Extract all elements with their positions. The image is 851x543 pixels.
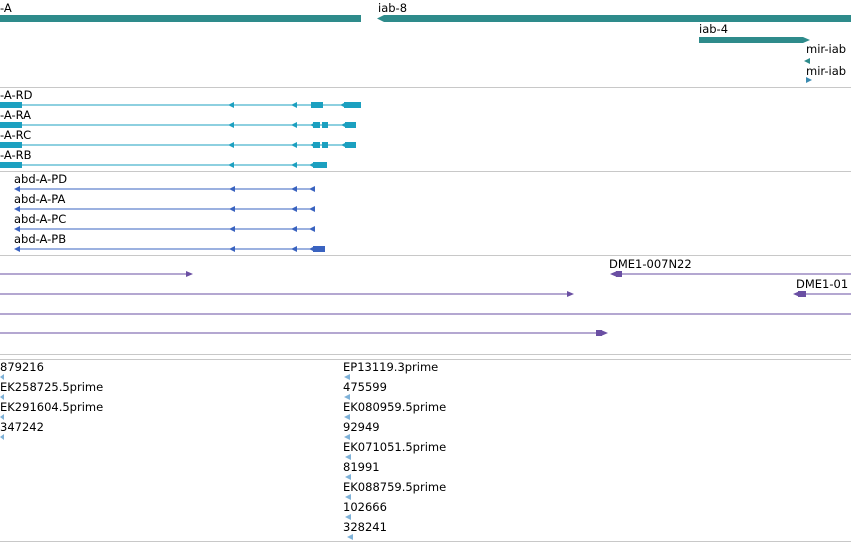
protein-model[interactable] [14, 226, 315, 232]
clone-label[interactable]: DME1-007N22 [609, 257, 692, 271]
est-glyph[interactable] [345, 454, 351, 460]
est-glyph[interactable] [345, 494, 351, 500]
transcript-label[interactable]: -A-RC [0, 128, 32, 142]
gene-bar-iab-8[interactable] [377, 15, 851, 22]
est-glyph[interactable] [0, 414, 4, 420]
transcript-model[interactable] [0, 102, 361, 108]
gene-label-mir-iab-2[interactable]: mir-iab [806, 64, 847, 78]
track-divider [0, 354, 851, 355]
protein-model[interactable] [14, 206, 315, 212]
est-label[interactable]: EK291604.5prime [0, 400, 104, 414]
gene-label-iab-8[interactable]: iab-8 [378, 1, 408, 15]
est-glyph[interactable] [344, 434, 350, 440]
est-label[interactable]: 81991 [343, 460, 380, 474]
est-glyph[interactable] [0, 434, 4, 440]
est-label[interactable]: EP13119.3prime [343, 360, 439, 374]
track-divider [0, 171, 851, 172]
protein-label[interactable]: abd-A-PA [14, 192, 66, 206]
est-glyph[interactable] [345, 514, 351, 520]
est-label[interactable]: 347242 [0, 420, 44, 434]
est-label[interactable]: EK088759.5prime [343, 480, 447, 494]
est-glyph[interactable] [0, 394, 4, 400]
est-glyph[interactable] [0, 374, 4, 380]
est-label[interactable]: EK258725.5prime [0, 380, 104, 394]
track-divider [0, 359, 851, 360]
clone-feature[interactable] [0, 271, 193, 277]
protein-model[interactable] [14, 246, 325, 252]
est-label[interactable]: 102666 [343, 500, 387, 514]
transcript-label[interactable]: -A-RB [0, 148, 32, 162]
est-label[interactable]: 328241 [343, 520, 387, 534]
clone-label[interactable]: DME1-01 [796, 277, 849, 291]
est-label[interactable]: EK071051.5prime [343, 440, 447, 454]
gene-bar-iab-4[interactable] [699, 37, 810, 43]
protein-label[interactable]: abd-A-PC [14, 212, 67, 226]
est-label[interactable]: 879216 [0, 360, 44, 374]
transcript-model[interactable] [0, 142, 356, 148]
est-glyph[interactable] [345, 474, 351, 480]
clone-feature[interactable] [793, 291, 851, 297]
protein-model[interactable] [14, 186, 315, 192]
transcript-label[interactable]: -A-RD [0, 88, 33, 102]
gene-label-iab-4[interactable]: iab-4 [699, 22, 729, 36]
gene-bar-abd-a[interactable] [0, 15, 361, 22]
est-glyph[interactable] [344, 374, 350, 380]
gene-label-abd-a[interactable]: -A [0, 1, 12, 15]
transcript-model[interactable] [0, 122, 356, 128]
est-glyph[interactable] [347, 534, 353, 540]
clone-feature[interactable] [0, 291, 574, 297]
clone-feature[interactable] [610, 271, 851, 277]
est-glyph[interactable] [344, 414, 350, 420]
track-divider [0, 541, 851, 542]
clone-feature[interactable] [0, 330, 608, 336]
gene-glyph-mir-iab-2[interactable] [806, 77, 812, 83]
transcript-model[interactable] [0, 162, 327, 168]
gene-label-mir-iab-1[interactable]: mir-iab [806, 42, 847, 56]
protein-label[interactable]: abd-A-PD [14, 172, 68, 186]
est-glyph[interactable] [344, 394, 350, 400]
est-label[interactable]: 475599 [343, 380, 387, 394]
track-divider [0, 255, 851, 256]
gene-glyph-mir-iab-1[interactable] [804, 58, 810, 64]
track-divider [0, 87, 851, 88]
est-label[interactable]: 92949 [343, 420, 380, 434]
transcript-label[interactable]: -A-RA [0, 108, 32, 122]
protein-label[interactable]: abd-A-PB [14, 232, 67, 246]
est-label[interactable]: EK080959.5prime [343, 400, 447, 414]
